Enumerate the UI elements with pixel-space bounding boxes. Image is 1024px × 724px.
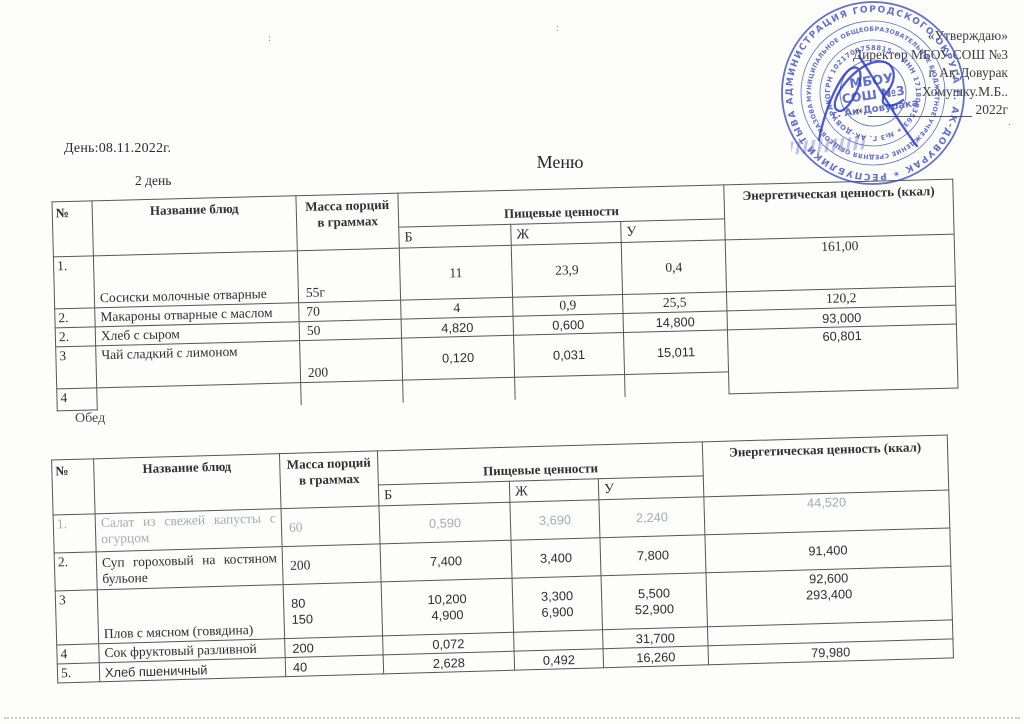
carb-cell: 15,011 — [623, 329, 729, 375]
approval-line: Директор МБОУ СОШ №3 — [852, 46, 1008, 62]
dish-cell: Хлеб пшеничный — [99, 657, 286, 682]
col-header-fat: Ж — [509, 478, 599, 503]
fat-cell — [514, 374, 626, 400]
date-line: День:08.11.2022г. — [64, 141, 172, 156]
day-label: 2 день — [135, 173, 172, 188]
mass-cell: 55г — [297, 248, 401, 303]
lunch-table: № Название блюд Масса порций в граммах П… — [51, 435, 954, 684]
num-cell: 2. — [54, 551, 98, 591]
mass-cell: 40 — [285, 654, 384, 677]
mass-cell: 50 — [299, 319, 402, 341]
protein-cell — [402, 377, 516, 403]
num-cell: 3 — [55, 345, 97, 389]
num-cell: 4 — [56, 387, 98, 411]
signature-scribble-icon — [817, 54, 919, 148]
fat-cell: 0,031 — [513, 332, 625, 378]
lunch-label: Обед — [75, 411, 106, 426]
approval-line: Хомушку.М.Б.. — [921, 83, 1008, 99]
breakfast-table: № Название блюд Масса порций в граммах П… — [51, 179, 958, 412]
protein-cell: 2,628 — [383, 651, 515, 674]
num-cell: 4 — [56, 643, 100, 664]
col-header-fat: Ж — [510, 221, 622, 246]
approval-line: г. Ак-Довурак — [928, 65, 1009, 80]
carb-cell: 5,500 52,900 — [601, 572, 708, 630]
fat-cell: 3,400 — [510, 537, 602, 579]
num-cell: 5. — [57, 662, 100, 683]
scan-artifact: : — [556, 22, 560, 34]
breakfast-table-wrap: № Название блюд Масса порций в граммах П… — [51, 179, 958, 412]
scan-edge-artifact — [4, 717, 1020, 719]
num-cell: 2. — [55, 326, 96, 347]
page-title: Меню — [536, 152, 584, 172]
protein-cell: 7,400 — [380, 540, 513, 582]
protein-cell: 10,200 4,900 — [381, 578, 514, 636]
carb-cell: 7,800 — [599, 534, 706, 576]
col-header-carbs: У — [598, 475, 704, 500]
col-header-carbs: У — [620, 218, 726, 243]
lunch-table-wrap: № Название блюд Масса порций в граммах П… — [51, 435, 954, 684]
fat-cell: 0,492 — [514, 648, 604, 671]
col-header-dish: Название блюд — [91, 195, 298, 256]
school-stamp-icon: АДМИНИСТРАЦИЯ ГОРОДСКОГО ОКРУГА Г. АК-ДО… — [760, 0, 981, 200]
mass-cell — [300, 380, 404, 405]
col-header-num: № — [51, 458, 96, 516]
col-header-num: № — [51, 200, 94, 257]
approval-block: «Утверждаю» Директор МБОУ СОШ №3 г. Ак-Д… — [768, 27, 1008, 120]
carb-cell: 16,260 — [603, 645, 709, 668]
mass-cell: 70 — [298, 300, 402, 322]
dish-cell — [96, 382, 302, 410]
scan-artifact: : — [268, 32, 272, 44]
num-cell: 1. — [53, 255, 95, 309]
col-header-dish: Название блюд — [93, 453, 282, 514]
fat-cell: 23,9 — [511, 242, 623, 298]
approval-line: «Утверждаю» — [927, 28, 1008, 43]
mass-cell: 200 — [282, 543, 382, 585]
fat-cell: 3,690 — [509, 499, 600, 541]
carb-cell: 2,240 — [598, 496, 705, 538]
energy-cell: 60,801 — [727, 324, 958, 394]
scan-artifact: . — [1008, 116, 1011, 128]
fat-cell: 3,300 6,900 — [512, 575, 603, 633]
dish-cell: Сосиски молочные отварные — [93, 250, 299, 308]
dish-cell: Салат из свежей капусты с огурцом — [95, 508, 283, 552]
col-header-energy: Энергетическая ценность (ккал) — [702, 435, 949, 497]
protein-cell: 11 — [399, 245, 513, 301]
energy-cell: 161,00 — [725, 234, 956, 292]
protein-cell: 0,120 — [401, 335, 515, 381]
num-cell: 3 — [55, 589, 99, 645]
mass-cell: 80 150 — [283, 581, 383, 639]
protein-cell: 0,590 — [378, 502, 511, 544]
energy-cell: 92,600 293,400 — [705, 565, 953, 627]
num-cell: 1. — [53, 513, 97, 554]
col-header-protein: Б — [398, 224, 512, 249]
mass-cell: 60 — [281, 505, 381, 547]
fat-cell — [513, 629, 604, 652]
num-cell: 2. — [54, 307, 96, 328]
mass-cell: 200 — [299, 338, 403, 383]
col-header-mass: Масса порций в граммах — [279, 450, 379, 509]
carb-cell — [624, 371, 730, 397]
dish-cell: Чай сладкий с лимоном — [95, 340, 301, 388]
dish-cell: Плов с мясном (говядина) — [97, 584, 285, 644]
dish-cell: Суп гороховый на костяном бульоне — [96, 546, 284, 590]
carb-cell: 0,4 — [621, 239, 727, 295]
col-header-mass: Масса порций в граммах — [295, 193, 400, 251]
